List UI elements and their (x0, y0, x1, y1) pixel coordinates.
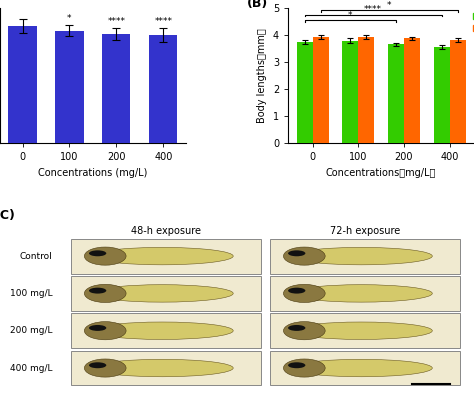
Ellipse shape (283, 359, 325, 377)
Ellipse shape (84, 247, 126, 265)
Ellipse shape (91, 322, 233, 339)
Text: 72-h exposure: 72-h exposure (330, 226, 400, 236)
Bar (297, 42, 312, 143)
Text: ****: **** (364, 5, 382, 14)
Ellipse shape (91, 285, 233, 302)
Ellipse shape (283, 247, 325, 265)
Ellipse shape (283, 322, 325, 340)
Circle shape (89, 288, 106, 293)
Bar (388, 44, 404, 143)
Circle shape (288, 288, 305, 293)
Bar (9, 26, 36, 143)
Ellipse shape (290, 247, 432, 265)
Bar (434, 47, 449, 143)
Bar (71, 239, 261, 274)
Ellipse shape (290, 322, 432, 339)
Legend: 48h, 72h: 48h, 72h (470, 9, 474, 37)
Circle shape (288, 250, 305, 256)
Circle shape (288, 325, 305, 331)
X-axis label: Concentrations (mg/L): Concentrations (mg/L) (38, 167, 147, 178)
Text: Control: Control (19, 252, 52, 261)
Ellipse shape (283, 284, 325, 303)
Ellipse shape (91, 247, 233, 265)
Bar (312, 37, 328, 143)
Bar (342, 41, 358, 143)
Bar (55, 31, 83, 143)
Bar (71, 351, 261, 386)
Bar (149, 35, 177, 143)
Circle shape (288, 362, 305, 368)
Text: (B): (B) (247, 0, 268, 10)
Circle shape (89, 362, 106, 368)
Bar (270, 276, 460, 311)
Bar (270, 351, 460, 386)
Bar (449, 40, 465, 143)
Text: ****: **** (155, 17, 173, 26)
Circle shape (89, 325, 106, 331)
Bar (270, 239, 460, 274)
Ellipse shape (84, 284, 126, 303)
Text: (C): (C) (0, 209, 16, 222)
X-axis label: Concentrations（mg/L）: Concentrations（mg/L） (326, 167, 436, 178)
Text: *: * (67, 15, 72, 23)
Text: ****: **** (108, 17, 126, 26)
Text: 100 mg/L: 100 mg/L (9, 289, 52, 298)
Text: 200 mg/L: 200 mg/L (9, 326, 52, 335)
Text: *: * (387, 0, 392, 9)
Ellipse shape (91, 359, 233, 377)
Text: 48-h exposure: 48-h exposure (131, 226, 201, 236)
Bar (270, 313, 460, 348)
Text: 400 mg/L: 400 mg/L (9, 363, 52, 372)
Bar (71, 276, 261, 311)
Y-axis label: Body lengths（mm）: Body lengths（mm） (257, 28, 267, 123)
Bar (102, 34, 130, 143)
Ellipse shape (84, 322, 126, 340)
Ellipse shape (290, 359, 432, 377)
Bar (71, 313, 261, 348)
Bar (404, 38, 420, 143)
Circle shape (89, 250, 106, 256)
Ellipse shape (290, 285, 432, 302)
Ellipse shape (84, 359, 126, 377)
Text: *: * (348, 11, 353, 19)
Bar (358, 37, 374, 143)
